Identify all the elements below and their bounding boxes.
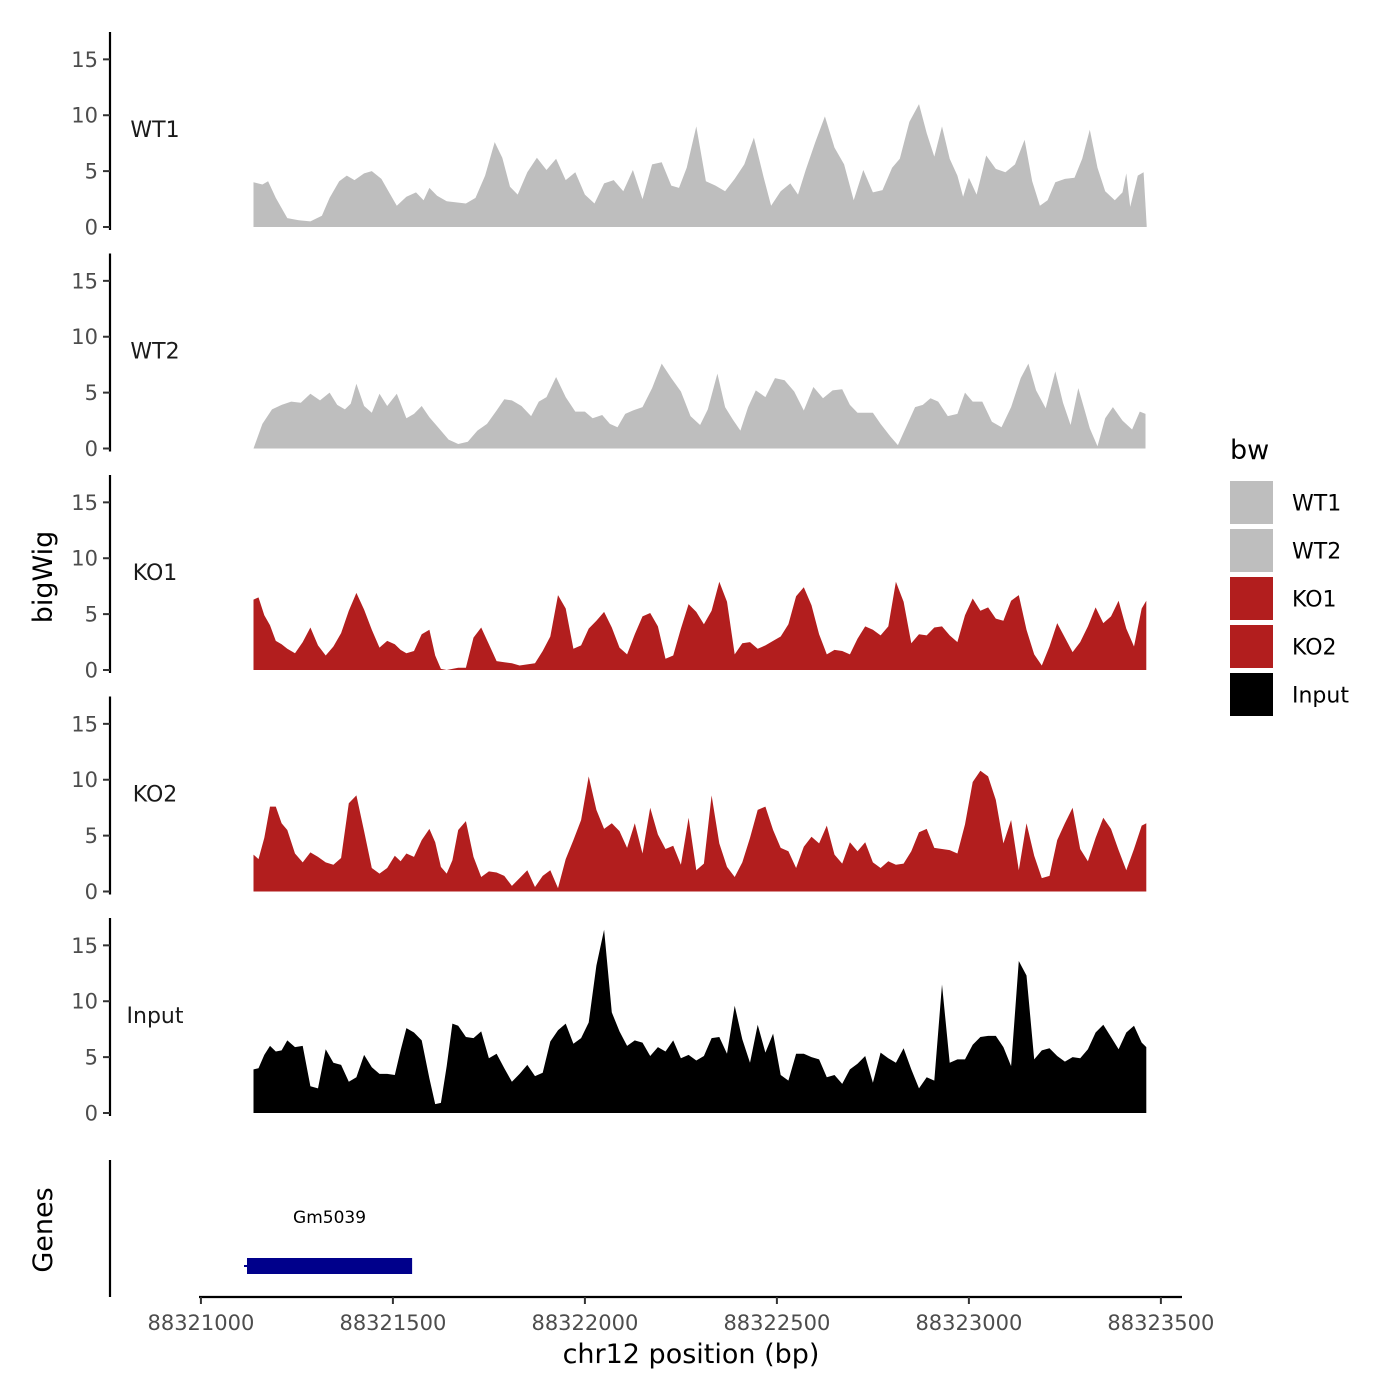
track-label-ko1: KO1 [133, 561, 178, 586]
legend-swatch [1230, 577, 1273, 620]
y-tick-label: 5 [85, 824, 98, 848]
coverage-area-ko2 [253, 770, 1147, 892]
bigwig-tracks: 0 5 10 15 WT1 0 5 10 15 WT2 0 5 10 15 KO1 0 5 10 15 KO2 0 5 10… [71, 32, 1147, 1126]
x-tick-label: 88321000 [147, 1311, 254, 1335]
y-tick-label: 15 [71, 712, 98, 736]
y-tick-label: 0 [85, 880, 98, 904]
y-tick-label: 10 [71, 325, 98, 349]
y-tick-label: 15 [71, 934, 98, 958]
track-panel-wt1: 0 5 10 15 WT1 [71, 32, 1147, 240]
track-panel-ko2: 0 5 10 15 KO2 [71, 696, 1147, 904]
y-tick-label: 10 [71, 104, 98, 128]
legend-label: WT2 [1292, 540, 1341, 565]
coverage-area-ko1 [253, 581, 1147, 670]
x-tick-label: 88322500 [723, 1311, 830, 1335]
legend-swatch [1230, 481, 1273, 524]
legend-item-ko1: KO1 [1230, 577, 1337, 620]
y-tick-label: 0 [85, 659, 98, 683]
y-tick-label: 0 [85, 216, 98, 240]
track-panel-ko1: 0 5 10 15 KO1 [71, 475, 1147, 683]
coverage-area-input [253, 929, 1147, 1113]
y-tick-label: 15 [71, 269, 98, 293]
x-tick-label: 88322000 [531, 1311, 638, 1335]
y-tick-label: 10 [71, 768, 98, 792]
y-tick-label: 5 [85, 160, 98, 184]
track-label-wt1: WT1 [130, 118, 179, 143]
legend-swatch [1230, 673, 1273, 716]
track-label-ko2: KO2 [133, 783, 178, 808]
x-tick-label: 88323500 [1107, 1311, 1214, 1335]
track-label-input: Input [127, 1004, 184, 1029]
track-panel-wt2: 0 5 10 15 WT2 [71, 253, 1146, 461]
coverage-area-wt1 [253, 104, 1147, 227]
genes-track: Gm5039 [108, 1160, 413, 1297]
y-tick-label: 5 [85, 1046, 98, 1070]
legend-swatch [1230, 529, 1273, 572]
y-tick-label: 15 [71, 48, 98, 72]
legend-label: Input [1292, 684, 1349, 709]
legend-item-ko2: KO2 [1230, 625, 1337, 668]
track-panel-input: 0 5 10 15 Input [71, 918, 1147, 1126]
track-label-wt2: WT2 [130, 340, 179, 365]
y-tick-label: 10 [71, 990, 98, 1014]
x-tick-label: 88321500 [339, 1311, 446, 1335]
y-tick-label: 5 [85, 381, 98, 405]
y-tick-label: 15 [71, 491, 98, 515]
x-axis-title: chr12 position (bp) [563, 1339, 820, 1370]
y-tick-label: 0 [85, 437, 98, 461]
legend-item-input: Input [1230, 673, 1349, 716]
x-axis: 88321000 88321500 88322000 88322500 88323000… [147, 1295, 1214, 1335]
y-tick-label: 0 [85, 1102, 98, 1126]
legend-item-wt2: WT2 [1230, 529, 1341, 572]
y-tick-label: 5 [85, 603, 98, 627]
legend-title: bw [1230, 435, 1269, 466]
y-axis-title: bigWig [28, 531, 59, 624]
legend: WT1 WT2 KO1 KO2 Input [1230, 481, 1349, 716]
legend-item-wt1: WT1 [1230, 481, 1341, 524]
coverage-area-wt2 [253, 363, 1146, 449]
legend-label: KO2 [1292, 636, 1337, 661]
legend-label: WT1 [1292, 492, 1341, 517]
gene-model-gm5039 [246, 1258, 413, 1274]
y-tick-label: 10 [71, 547, 98, 571]
genes-axis-title: Genes [28, 1187, 59, 1272]
gene-label: Gm5039 [293, 1208, 366, 1228]
legend-label: KO1 [1292, 588, 1337, 613]
x-tick-label: 88323000 [915, 1311, 1022, 1335]
legend-swatch [1230, 625, 1273, 668]
